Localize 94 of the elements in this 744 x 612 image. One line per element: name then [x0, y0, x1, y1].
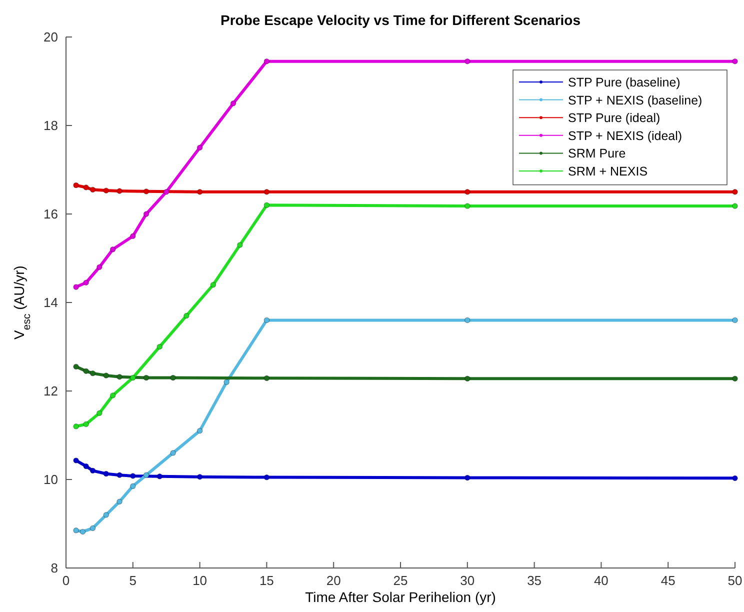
x-tick-label: 35: [527, 573, 542, 588]
y-tick-label: 10: [44, 472, 58, 487]
x-tick-label: 20: [326, 573, 341, 588]
x-tick-label: 50: [728, 573, 742, 588]
point: [80, 528, 86, 535]
point: [73, 458, 79, 464]
point: [170, 450, 176, 456]
point: [224, 379, 230, 386]
point: [264, 188, 270, 195]
y-tick-label: 14: [44, 295, 58, 310]
point: [210, 282, 216, 288]
point: [116, 472, 122, 478]
y-tick-label: 18: [44, 118, 58, 133]
x-tick-label: 40: [594, 573, 608, 588]
point: [264, 317, 270, 324]
point: [464, 317, 470, 324]
legend-label: STP + NEXIS (baseline): [568, 93, 702, 108]
point: [230, 100, 236, 106]
point: [130, 483, 136, 490]
point: [264, 375, 270, 382]
legend-label: STP Pure (baseline): [568, 76, 680, 90]
point: [732, 475, 738, 482]
point: [237, 242, 243, 248]
point: [264, 202, 270, 208]
point: [103, 188, 110, 194]
point: [732, 376, 738, 382]
point: [732, 58, 738, 64]
point: [73, 424, 79, 430]
point: [83, 463, 89, 470]
legend-label: STP Pure (ideal): [568, 111, 660, 126]
point: [732, 317, 738, 324]
point: [90, 186, 96, 193]
point: [264, 474, 270, 480]
point: [110, 246, 116, 252]
legend-label: SRM Pure: [568, 146, 626, 161]
legend-label: SRM + NEXIS: [568, 164, 648, 178]
y-tick-label: 12: [44, 384, 58, 398]
point: [464, 58, 470, 64]
x-axis-title: Time After Solar Perihelion (yr): [305, 589, 496, 605]
point: [83, 184, 89, 190]
point: [196, 144, 203, 151]
x-tick-label: 45: [660, 573, 676, 588]
point: [130, 473, 136, 479]
point: [143, 211, 150, 217]
point: [103, 512, 110, 518]
point: [90, 468, 96, 474]
point: [156, 344, 163, 350]
point: [143, 188, 150, 194]
x-tick-label: 30: [460, 573, 475, 588]
y-tick-label: 16: [44, 206, 58, 222]
point: [96, 410, 102, 416]
y-tick-label: 8: [50, 560, 58, 576]
chart-title: Probe Escape Velocity vs Time for Different Scenarios: [220, 12, 581, 28]
point: [83, 421, 89, 428]
x-tick-label: 0: [62, 573, 70, 588]
point: [264, 58, 270, 64]
point: [83, 280, 89, 286]
point: [110, 392, 116, 398]
point: [130, 374, 136, 381]
x-tick-label: 25: [393, 573, 408, 588]
point: [156, 474, 163, 480]
point: [196, 428, 203, 434]
point: [73, 284, 79, 290]
x-tick-label: 15: [259, 573, 274, 588]
point: [83, 368, 89, 374]
point: [196, 188, 203, 195]
point: [732, 188, 738, 195]
y-tick-label: 20: [44, 30, 58, 44]
point: [73, 182, 79, 188]
point: [103, 470, 110, 477]
point: [732, 203, 738, 209]
point: [464, 203, 470, 209]
point: [464, 376, 470, 382]
x-tick-label: 5: [129, 573, 137, 588]
point: [116, 498, 122, 505]
point: [90, 370, 96, 376]
point: [170, 374, 176, 381]
point: [116, 188, 122, 194]
point: [130, 233, 136, 240]
point: [96, 264, 102, 270]
point: [143, 472, 150, 478]
legend-label: STP + NEXIS (ideal): [568, 128, 682, 143]
point: [143, 374, 150, 381]
point: [103, 372, 110, 378]
point: [196, 474, 203, 480]
x-tick-label: 10: [192, 573, 208, 588]
point: [73, 364, 79, 370]
point: [464, 188, 470, 195]
point: [90, 525, 96, 532]
point: [464, 474, 470, 481]
point: [163, 188, 170, 195]
point: [116, 374, 122, 380]
point: [73, 527, 79, 534]
point: [184, 312, 190, 319]
